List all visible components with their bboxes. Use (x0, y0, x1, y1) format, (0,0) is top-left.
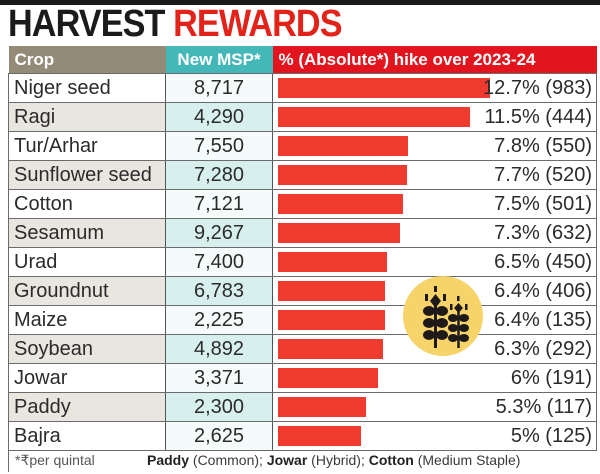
crop-name: Ragi (8, 102, 166, 132)
hike-value: 12.7% (983) (483, 77, 592, 99)
hike-value: 7.8% (550) (494, 135, 592, 157)
hike-cell: 12.7% (983) (272, 73, 597, 103)
crop-name: Groundnut (8, 276, 166, 306)
crop-name: Bajra (8, 421, 166, 451)
hike-bar (278, 397, 366, 417)
jowar-variety: (Hybrid); (307, 452, 369, 468)
cotton-label: Cotton (368, 452, 414, 468)
table-row: Sunflower seed 7,280 7.7% (520) (8, 160, 597, 190)
hike-bar (278, 281, 385, 301)
table-row: Paddy 2,300 5.3% (117) (8, 392, 597, 422)
table-row: Niger seed 8,717 12.7% (983) (8, 73, 597, 103)
header-crop: Crop (8, 46, 166, 74)
new-msp-value: 8,717 (165, 73, 273, 103)
title-part-1: HARVEST (8, 3, 165, 45)
table-row: Tur/Arhar 7,550 7.8% (550) (8, 131, 597, 161)
new-msp-value: 4,290 (165, 102, 273, 132)
title-part-2: REWARDS (173, 3, 342, 45)
crop-name: Sesamum (8, 218, 166, 248)
table-row: Urad 7,400 6.5% (450) (8, 247, 597, 277)
hike-value: 5.3% (117) (495, 396, 592, 418)
table-row: Sesamum 9,267 7.3% (632) (8, 218, 597, 248)
wheat-glyph (423, 286, 469, 348)
hike-bar (278, 107, 470, 127)
header-hike: % (Absolute*) hike over 2023-24 (272, 46, 597, 74)
crop-name: Jowar (8, 363, 166, 393)
new-msp-value: 2,625 (165, 421, 273, 451)
wheat-icon (403, 276, 483, 356)
hike-value: 11.5% (444) (484, 106, 592, 128)
hike-cell: 5% (125) (272, 421, 597, 451)
hike-cell: 7.5% (501) (272, 189, 597, 219)
hike-value: 7.7% (520) (494, 164, 592, 186)
hike-cell: 5.3% (117) (272, 392, 597, 422)
crop-name: Niger seed (8, 73, 166, 103)
hike-value: 6.5% (450) (494, 251, 592, 273)
crop-name: Urad (8, 247, 166, 277)
hike-bar (278, 310, 385, 330)
table-row: Jowar 3,371 6% (191) (8, 363, 597, 393)
hike-value: 6.4% (135) (494, 309, 592, 331)
new-msp-value: 9,267 (165, 218, 273, 248)
hike-value: 6.4% (406) (494, 280, 592, 302)
hike-bar (278, 78, 490, 98)
hike-value: 7.5% (501) (494, 193, 592, 215)
paddy-variety: (Common); (189, 452, 267, 468)
hike-bar (278, 165, 407, 185)
new-msp-value: 7,280 (165, 160, 273, 190)
top-rule (0, 0, 600, 5)
crop-name: Tur/Arhar (8, 131, 166, 161)
hike-cell: 6% (191) (272, 363, 597, 393)
new-msp-value: 4,892 (165, 334, 273, 364)
hike-bar (278, 368, 378, 388)
hike-cell: 7.8% (550) (272, 131, 597, 161)
header-new-msp: New MSP* (165, 46, 273, 74)
cotton-variety: (Medium Staple) (413, 452, 521, 468)
table-row: Ragi 4,290 11.5% (444) (8, 102, 597, 132)
new-msp-value: 2,300 (165, 392, 273, 422)
table-header-row: Crop New MSP* % (Absolute*) hike over 20… (8, 46, 597, 74)
crop-name: Sunflower seed (8, 160, 166, 190)
table-row: Bajra 2,625 5% (125) (8, 421, 597, 451)
hike-bar (278, 194, 403, 214)
crop-name: Cotton (8, 189, 166, 219)
table-row: Soybean 4,892 6.3% (292) (8, 334, 597, 364)
new-msp-value: 2,225 (165, 305, 273, 335)
page-title: HARVEST REWARDS (8, 3, 343, 45)
hike-bar (278, 136, 408, 156)
hike-cell: 11.5% (444) (272, 102, 597, 132)
table-row: Groundnut 6,783 6.4% (406) (8, 276, 597, 306)
hike-cell: 7.3% (632) (272, 218, 597, 248)
unit-note: *₹per quintal (15, 452, 95, 468)
hike-bar (278, 223, 400, 243)
table-row: Maize 2,225 6.4% (135) (8, 305, 597, 335)
hike-bar (278, 339, 383, 359)
hike-cell: 6.5% (450) (272, 247, 597, 277)
new-msp-value: 6,783 (165, 276, 273, 306)
crop-name: Maize (8, 305, 166, 335)
new-msp-value: 7,121 (165, 189, 273, 219)
msp-table: Crop New MSP* % (Absolute*) hike over 20… (8, 46, 597, 451)
hike-bar (278, 252, 387, 272)
hike-value: 6% (191) (510, 367, 592, 389)
table-body: Niger seed 8,717 12.7% (983) Ragi 4,290 11.5%… (8, 73, 597, 451)
hike-value: 7.3% (632) (494, 222, 592, 244)
hike-value: 5% (125) (510, 425, 592, 447)
hike-value: 6.3% (292) (494, 338, 592, 360)
crop-name: Soybean (8, 334, 166, 364)
hike-cell: 7.7% (520) (272, 160, 597, 190)
new-msp-value: 7,400 (165, 247, 273, 277)
jowar-label: Jowar (266, 452, 308, 468)
new-msp-value: 3,371 (165, 363, 273, 393)
table-row: Cotton 7,121 7.5% (501) (8, 189, 597, 219)
paddy-label: Paddy (147, 452, 190, 468)
crop-name: Paddy (8, 392, 166, 422)
new-msp-value: 7,550 (165, 131, 273, 161)
hike-bar (278, 426, 361, 446)
footnote: *₹per quintal Paddy (Common); Jowar (Hybr… (8, 448, 596, 472)
